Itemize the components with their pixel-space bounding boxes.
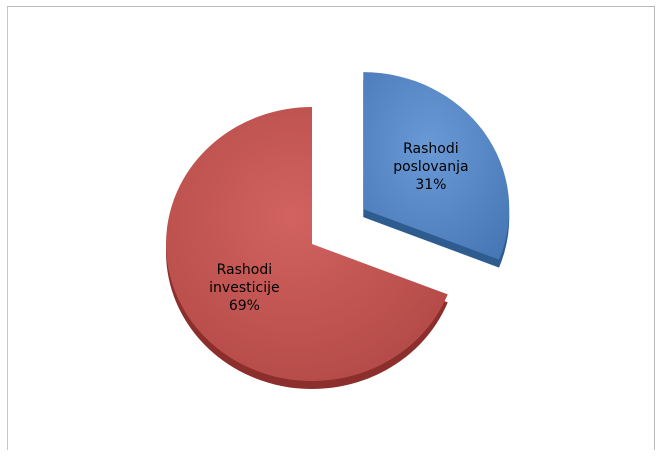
pie-slice-label-line: Rashodi: [403, 141, 459, 157]
pie-slice-0[interactable]: [363, 72, 510, 260]
pie-slice-label-line: 69%: [229, 298, 260, 314]
pie-slice-label-0: Rashodi poslovanja 31%: [393, 141, 468, 193]
pie-slice-label-line: Rashodi: [217, 262, 273, 278]
pie-slice-1[interactable]: [166, 107, 448, 381]
pie-slice-label-line: investicije: [209, 280, 279, 296]
pie-slice-label-line: poslovanja: [393, 159, 468, 175]
pie-slice-label-1: Rashodi investicije 69%: [209, 262, 279, 314]
pie-labels: Rashodi poslovanja 31% Rashodi investicije 69…: [209, 141, 468, 314]
pie-slices: [166, 72, 510, 389]
pie-slice-label-line: 31%: [415, 177, 446, 193]
